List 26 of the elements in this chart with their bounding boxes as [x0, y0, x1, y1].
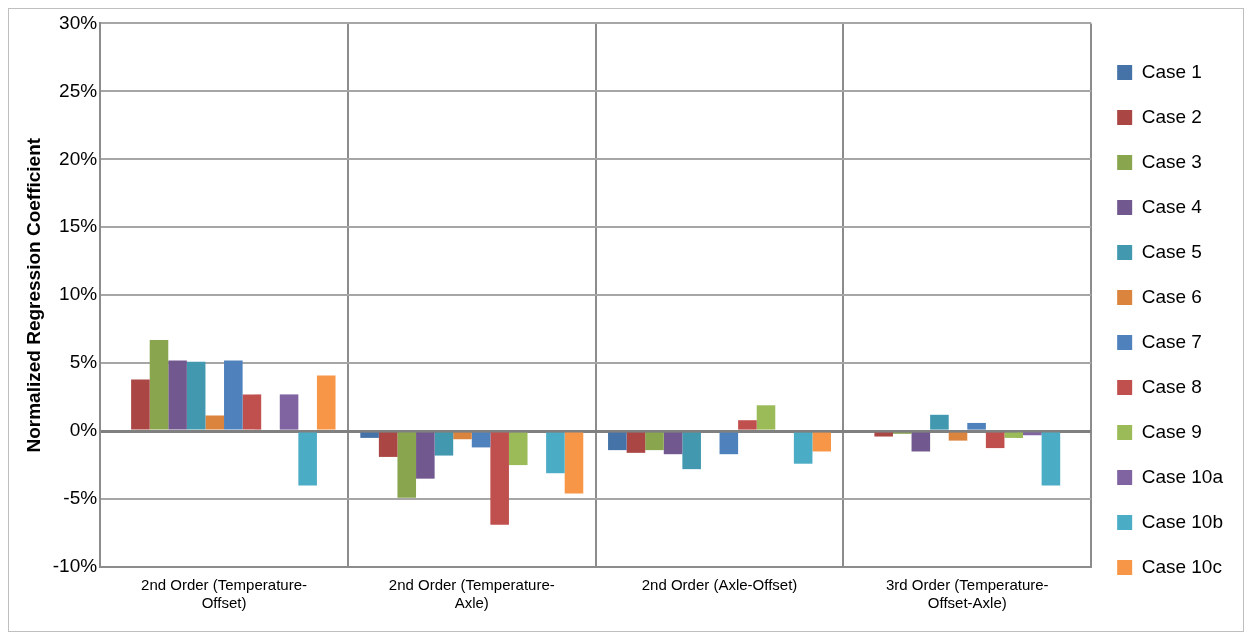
y-tick-label: -5%: [63, 487, 98, 509]
y-tick-label: 25%: [59, 79, 98, 101]
legend-label: Case 10a: [1141, 465, 1224, 487]
x-tick-label: 2nd Order (Temperature-Offset): [141, 576, 307, 612]
x-tick-label: 2nd Order (Axle-Offset): [641, 576, 798, 594]
legend-label: Case 10b: [1141, 510, 1224, 532]
legend-label: Case 8: [1141, 375, 1202, 397]
legend-label: Case 3: [1141, 150, 1202, 172]
y-tick-label: 15%: [59, 215, 98, 237]
y-tick-label: 10%: [59, 283, 98, 305]
y-tick-label: -10%: [52, 555, 98, 577]
legend-label: Case 4: [1141, 195, 1203, 217]
legend-label: Case 1: [1141, 60, 1202, 82]
y-tick-label: 5%: [69, 351, 98, 373]
legend-label: Case 7: [1141, 330, 1202, 352]
legend-label: Case 10c: [1141, 555, 1222, 577]
y-tick-label: 30%: [59, 11, 98, 33]
legend-label: Case 6: [1141, 285, 1202, 307]
legend-label: Case 9: [1141, 420, 1202, 442]
x-tick-label: 3rd Order (Temperature-Offset-Axle): [886, 576, 1049, 612]
legend-label: Case 5: [1141, 240, 1202, 262]
legend-label: Case 2: [1141, 105, 1202, 127]
y-axis-title: Normalized Regression Coefficient: [22, 137, 44, 453]
y-tick-label: 20%: [59, 147, 98, 169]
y-tick-label: 0%: [69, 419, 98, 441]
x-tick-label: 2nd Order (Temperature-Axle): [388, 576, 555, 612]
